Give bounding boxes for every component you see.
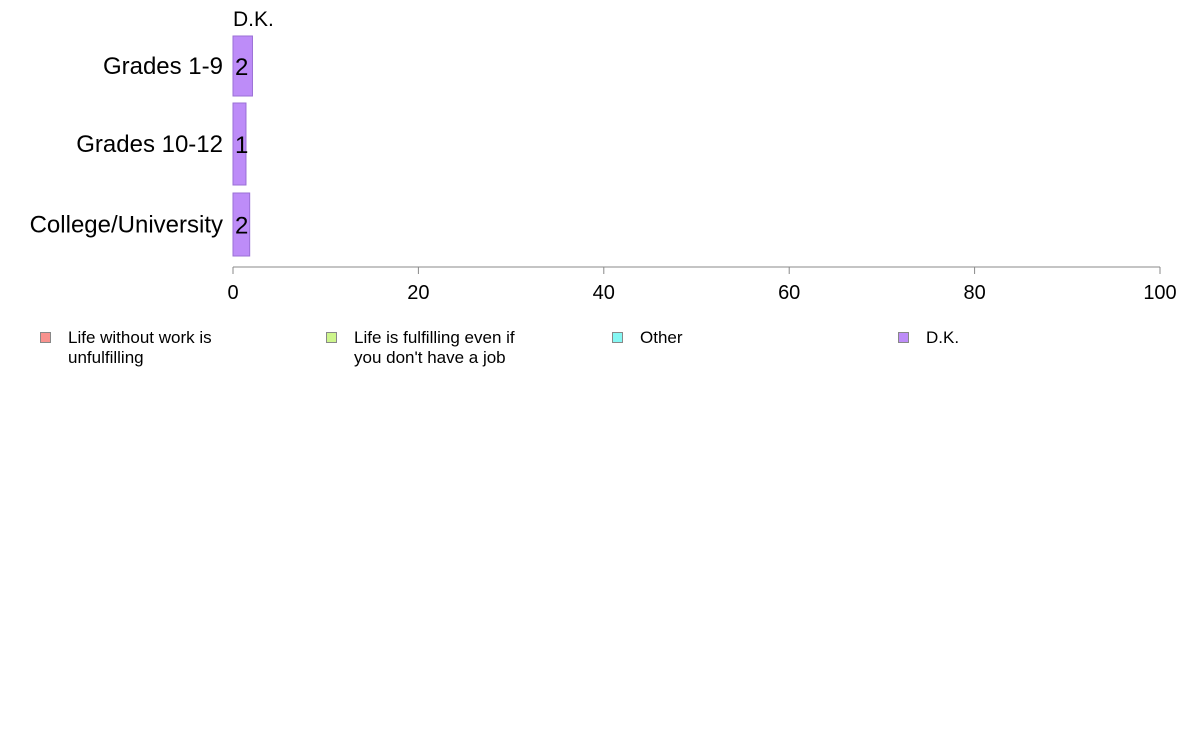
bar-segment <box>232 192 251 257</box>
data-label: 2 <box>235 54 248 81</box>
x-tick-label: 40 <box>593 282 615 300</box>
stacked-bar-chart: D.K. Grades 1-9 2 Grades 10-12 1 College/Univ… <box>30 8 1177 300</box>
legend-swatch <box>898 332 909 343</box>
x-tick-label: 20 <box>407 282 429 300</box>
category-label: College/University <box>30 212 223 239</box>
x-tick-label: 60 <box>778 282 800 300</box>
category-label: Grades 1-9 <box>103 53 223 80</box>
category-label: Grades 10-12 <box>76 131 223 158</box>
legend-label: Life is fulfilling even if you don't hav… <box>354 328 515 367</box>
top-series-label: D.K. <box>233 8 274 31</box>
legend-label: Life without work is unfulfilling <box>68 328 212 367</box>
legend: Life without work is unfulfilling Life is… <box>0 318 1188 368</box>
legend-label: Other <box>640 328 683 347</box>
legend-item: Other <box>612 328 830 348</box>
legend-swatch <box>40 332 51 343</box>
legend-item: D.K. <box>898 328 1116 348</box>
data-label: 2 <box>235 213 248 240</box>
legend-label: D.K. <box>926 328 960 347</box>
legend-item: Life is fulfilling even if you don't hav… <box>326 328 544 368</box>
legend-swatch <box>326 332 337 343</box>
data-label: 1 <box>235 132 248 159</box>
legend-item: Life without work is unfulfilling <box>40 328 258 368</box>
x-tick-label: 80 <box>963 282 985 300</box>
bar-segment <box>232 102 247 186</box>
x-tick-label: 0 <box>227 282 238 300</box>
x-tick-label: 100 <box>1143 282 1176 300</box>
legend-swatch <box>612 332 623 343</box>
bar-segment <box>232 35 253 97</box>
